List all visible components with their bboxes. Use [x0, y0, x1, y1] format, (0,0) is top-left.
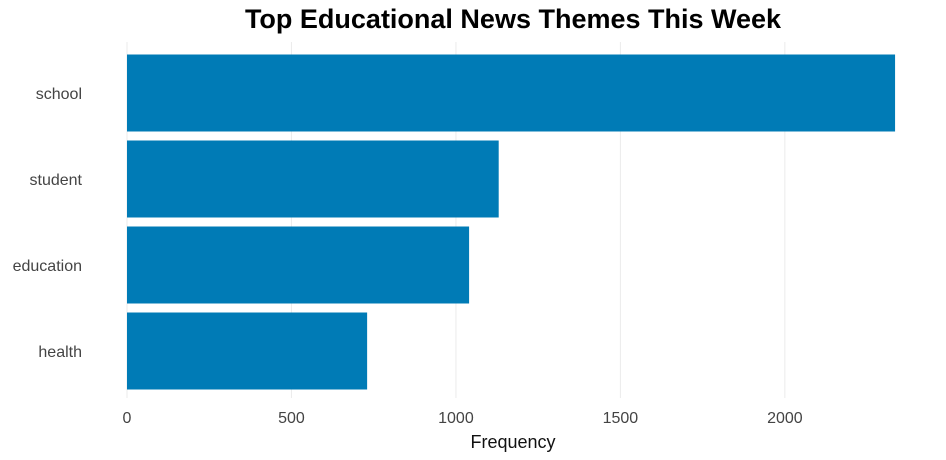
- bar-education: [127, 226, 470, 304]
- category-label-education: education: [13, 258, 82, 275]
- category-label-school: school: [36, 86, 82, 103]
- category-label-student: student: [30, 172, 83, 189]
- x-tick-label: 1500: [603, 410, 639, 427]
- chart-title: Top Educational News Themes This Week: [245, 4, 782, 34]
- x-axis-title: Frequency: [470, 432, 555, 452]
- bar-health: [127, 312, 368, 390]
- bar-school: [127, 54, 896, 132]
- x-tick-label: 0: [123, 410, 132, 427]
- bars: [127, 54, 896, 390]
- x-tick-label: 500: [278, 410, 305, 427]
- bar-student: [127, 140, 499, 218]
- x-tick-labels: 0 500 1000 1500 2000: [123, 410, 803, 427]
- category-label-health: health: [38, 344, 82, 361]
- x-tick-label: 2000: [767, 410, 803, 427]
- category-labels: school student education health: [13, 86, 83, 361]
- x-tick-label: 1000: [438, 410, 474, 427]
